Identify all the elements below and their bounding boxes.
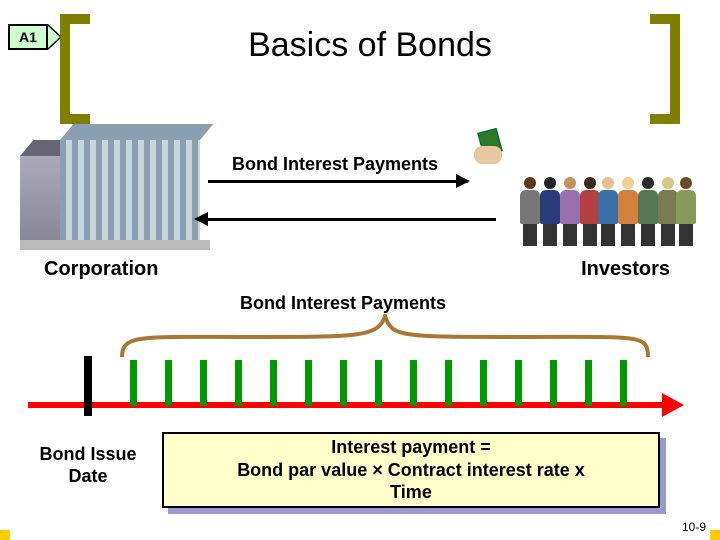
timeline-minor-tick <box>375 360 382 406</box>
formula-box: Interest payment = Bond par value × Cont… <box>162 432 660 508</box>
money-hand-icon <box>470 130 510 170</box>
timeline-minor-tick <box>130 360 137 406</box>
timeline-minor-tick <box>620 360 627 406</box>
timeline-minor-tick <box>550 360 557 406</box>
timeline-minor-tick <box>585 360 592 406</box>
timeline-minor-tick <box>165 360 172 406</box>
page-title: Basics of Bonds <box>60 14 680 65</box>
person-icon <box>674 177 698 246</box>
timeline-minor-tick <box>305 360 312 406</box>
title-bracket-right <box>650 14 680 124</box>
bond-interest-payments-label-top: Bond Interest Payments <box>232 154 438 175</box>
timeline-minor-tick <box>515 360 522 406</box>
appendix-badge-arrow-fill <box>48 26 60 48</box>
bond-issue-date-label: Bond IssueDate <box>28 444 148 487</box>
slide-root: A1 Basics of Bonds Bond Interest Payment… <box>0 0 720 540</box>
title-bracket-left <box>60 14 90 124</box>
payments-arrow-to-investors <box>208 180 468 183</box>
timeline-minor-tick <box>480 360 487 406</box>
investors-label: Investors <box>581 258 670 281</box>
timeline-major-tick <box>84 356 92 416</box>
formula-text: Interest payment = Bond par value × Cont… <box>237 436 585 504</box>
slide-number: 10-9 <box>682 520 706 534</box>
bond-interest-payments-label-bottom: Bond Interest Payments <box>240 293 446 314</box>
payments-arrow-to-corporation <box>208 218 496 221</box>
timeline-brace <box>120 314 650 359</box>
timeline-minor-tick <box>410 360 417 406</box>
timeline-minor-tick <box>340 360 347 406</box>
corner-square-bottom-left <box>0 530 10 540</box>
timeline-minor-tick <box>445 360 452 406</box>
appendix-badge-label: A1 <box>8 24 48 50</box>
timeline-minor-tick <box>270 360 277 406</box>
corporation-building-icon <box>20 120 210 250</box>
timeline-axis <box>28 402 678 408</box>
title-area: Basics of Bonds <box>60 14 680 100</box>
timeline-minor-tick <box>200 360 207 406</box>
corner-square-bottom-right <box>710 530 720 540</box>
investors-people-icon <box>518 134 698 246</box>
corporation-label: Corporation <box>44 258 158 281</box>
timeline-minor-tick <box>235 360 242 406</box>
